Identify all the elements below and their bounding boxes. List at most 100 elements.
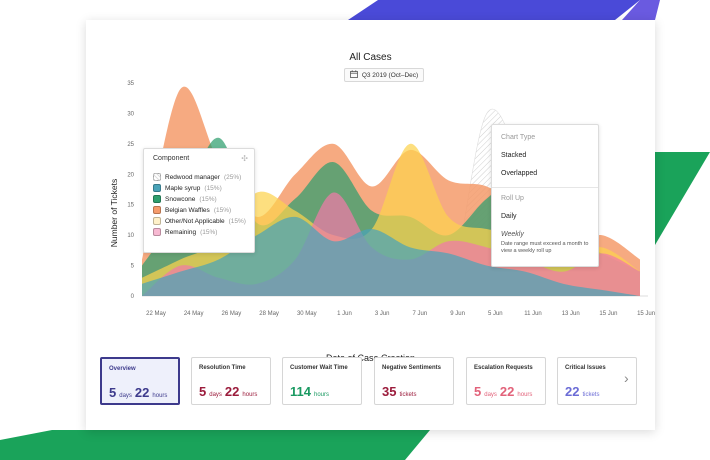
chart-type-header: Chart Type: [501, 134, 536, 141]
y-tick-label: 5: [131, 264, 135, 270]
purple-deco-accent: [622, 0, 660, 20]
metric-label: Escalation Requests: [474, 365, 533, 371]
date-range-selector[interactable]: Q3 2019 (Oct–Dec): [344, 68, 424, 82]
metric-card-overview[interactable]: Overview 5 days 22 hours: [100, 357, 180, 405]
weekly-hint: Date range must exceed a month to view a…: [501, 241, 589, 254]
menu-item-stacked[interactable]: Stacked: [501, 152, 527, 159]
series-area-maple-syrup[interactable]: [142, 216, 640, 296]
legend-label: Remaining: [165, 228, 197, 236]
y-tick-label: 15: [127, 203, 134, 209]
metric-number: 22: [224, 384, 240, 399]
metric-unit: hours: [242, 392, 258, 398]
metric-label: Customer Wait Time: [290, 365, 348, 371]
x-tick-label: 13 Jun: [562, 311, 580, 317]
metric-card-critical-issues[interactable]: Critical Issues 22 tickets: [557, 357, 637, 405]
metric-card-escalation-requests[interactable]: Escalation Requests 5 days 22 hours: [466, 357, 546, 405]
metric-number: 5: [109, 385, 117, 400]
legend-item[interactable]: Snowcone (15%): [153, 195, 217, 203]
metric-number: 22: [565, 384, 580, 399]
menu-divider: [492, 187, 598, 188]
legend-label: Redwood manager: [165, 173, 220, 181]
y-tick-label: 25: [127, 142, 134, 148]
metric-number: 22: [134, 385, 150, 400]
legend-pct: (15%): [213, 206, 232, 214]
x-tick-label: 7 Jun: [413, 311, 428, 317]
metric-label: Negative Sentiments: [382, 365, 442, 371]
green-deco-right: [655, 152, 710, 245]
metric-card-customer-wait-time[interactable]: Customer Wait Time 114 hours: [282, 357, 362, 405]
legend-pct: (15%): [204, 184, 222, 192]
menu-item-daily[interactable]: Daily: [501, 213, 517, 220]
x-tick-label: 1 Jun: [337, 311, 352, 317]
metric-label: Resolution Time: [199, 365, 246, 371]
legend-swatch: [153, 228, 161, 236]
metric-number: 114: [290, 384, 311, 399]
metric-value: 5 days 22 hours: [109, 385, 167, 400]
metric-number: 5: [474, 384, 482, 399]
legend-swatch: [153, 206, 161, 214]
x-tick-label: 28 May: [259, 311, 279, 317]
legend-item[interactable]: Remaining (15%): [153, 228, 217, 236]
metric-number: 5: [199, 384, 207, 399]
calendar-icon: [349, 70, 358, 80]
x-tick-label: 26 May: [222, 311, 242, 317]
legend-swatch: [153, 184, 161, 192]
x-tick-label: 3 Jun: [375, 311, 390, 317]
metric-unit: hours: [517, 392, 533, 398]
metric-label: Overview: [109, 366, 136, 372]
x-tick-label: 24 May: [184, 311, 204, 317]
purple-deco-shape: [348, 0, 640, 20]
legend-item[interactable]: Maple syrup (15%): [153, 184, 222, 192]
metric-value: 114 hours: [290, 384, 329, 399]
metric-unit: tickets: [399, 392, 417, 398]
x-axis-label: Date of Case Creation: [325, 353, 416, 363]
legend-pct: (15%): [199, 195, 217, 203]
chart-options-menu: Chart Type Stacked Overlapped Roll Up Da…: [491, 124, 599, 267]
x-tick-label: 22 May: [146, 311, 166, 317]
x-tick-label: 15 Jun: [637, 311, 655, 317]
metric-value: 5 days 22 hours: [199, 384, 257, 399]
menu-item-weekly[interactable]: Weekly: [501, 231, 524, 238]
legend-swatch: [153, 173, 161, 181]
y-tick-label: 0: [131, 294, 135, 300]
metric-number: 22: [499, 384, 515, 399]
green-deco-bottom: [0, 430, 430, 460]
legend-item[interactable]: Belgian Waffles (15%): [153, 206, 231, 214]
chevron-right-icon[interactable]: ›: [624, 370, 629, 386]
roll-up-header: Roll Up: [501, 195, 524, 202]
x-tick-label: 5 Jun: [488, 311, 503, 317]
metric-label: Critical Issues: [565, 365, 606, 371]
y-tick-label: 35: [127, 81, 134, 87]
metric-card-resolution-time[interactable]: Resolution Time 5 days 22 hours: [191, 357, 271, 405]
x-tick-label: 11 Jun: [524, 311, 542, 317]
legend-swatch: [153, 195, 161, 203]
metric-value: 22 tickets: [565, 384, 599, 399]
date-range-label: Q3 2019 (Oct–Dec): [361, 71, 419, 79]
metric-unit: hours: [152, 393, 168, 399]
move-icon[interactable]: ✣: [241, 154, 248, 163]
x-tick-label: 15 Jun: [599, 311, 617, 317]
legend-item[interactable]: Other/Not Applicable (15%): [153, 217, 246, 225]
legend-swatch: [153, 217, 161, 225]
legend-label: Other/Not Applicable: [165, 217, 225, 225]
y-tick-label: 20: [127, 172, 134, 178]
legend-item[interactable]: Redwood manager (25%): [153, 173, 241, 181]
menu-item-overlapped[interactable]: Overlapped: [501, 170, 538, 177]
metric-unit: days: [209, 392, 222, 398]
legend-pct: (25%): [223, 173, 242, 181]
y-tick-label: 10: [127, 233, 134, 239]
x-tick-label: 9 Jun: [450, 311, 465, 317]
legend-label: Maple syrup: [165, 184, 201, 192]
metric-unit: tickets: [582, 392, 600, 398]
legend-label: Belgian Waffles: [165, 206, 210, 214]
x-tick-label: 30 May: [297, 311, 317, 317]
chart-title: All Cases: [349, 52, 392, 63]
metric-unit: days: [119, 393, 132, 399]
legend-title: Component: [153, 155, 190, 162]
legend-panel[interactable]: Component ✣ Redwood manager (25%) Maple …: [143, 148, 255, 253]
metric-number: 35: [382, 384, 397, 399]
legend-label: Snowcone: [165, 195, 196, 203]
metric-card-negative-sentiments[interactable]: Negative Sentiments 35 tickets: [374, 357, 454, 405]
metric-value: 5 days 22 hours: [474, 384, 532, 399]
